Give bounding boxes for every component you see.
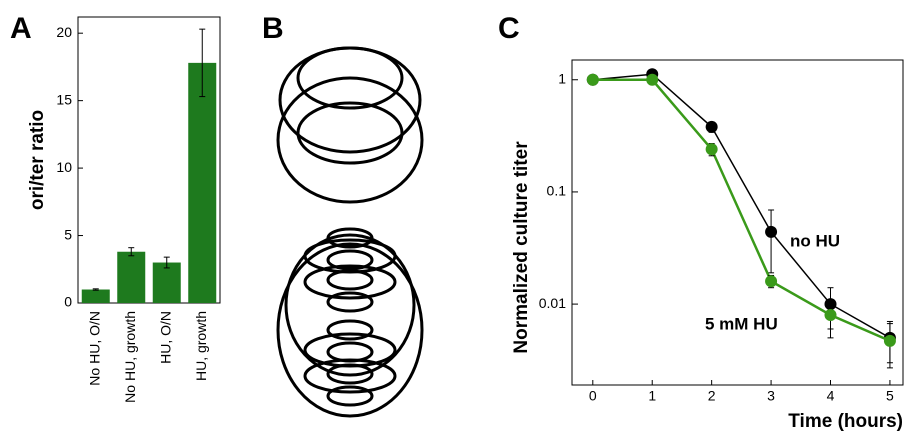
x-tick-label: No HU, O/N: [86, 311, 102, 386]
y-tick-label: 20: [56, 24, 72, 40]
chromosome: [328, 321, 372, 339]
y-tick-label: 0.01: [539, 295, 566, 311]
plot-frame: [572, 60, 903, 385]
chromosome: [328, 293, 372, 311]
x-tick-label: No HU, growth: [122, 311, 138, 403]
series-label: no HU: [790, 231, 840, 250]
y-tick-label: 15: [56, 91, 72, 107]
bar: [82, 290, 110, 303]
x-tick-label: 1: [648, 388, 656, 404]
y-tick-label: 5: [64, 226, 72, 242]
series-label: 5 mM HU: [705, 314, 778, 333]
series-line: [593, 74, 890, 338]
y-axis-label: ori/ter ratio: [27, 110, 48, 210]
bar: [153, 263, 181, 303]
data-point: [825, 309, 837, 321]
chromosome: [298, 103, 402, 163]
x-tick-label: HU, growth: [193, 311, 209, 381]
y-axis-label: Normalized culture titer: [511, 141, 532, 354]
panel-label: C: [498, 12, 520, 45]
figure: A B C 05101520ori/ter ratioNo HU, O/NNo …: [0, 0, 904, 436]
x-axis-label: Time (hours): [788, 411, 903, 432]
chromosome: [328, 271, 372, 289]
x-tick-label: 2: [708, 388, 716, 404]
x-tick-label: 4: [827, 388, 835, 404]
y-tick-label: 1: [558, 70, 566, 86]
chromosome: [328, 343, 372, 361]
diagram: [278, 48, 422, 416]
panel-label: A: [10, 12, 32, 45]
series-line: [593, 80, 890, 341]
y-tick-label: 10: [56, 159, 72, 175]
x-tick-label: 5: [886, 388, 894, 404]
data-point: [646, 74, 658, 86]
chromosome: [328, 387, 372, 405]
data-point: [706, 143, 718, 155]
bar: [188, 63, 216, 303]
data-point: [706, 121, 718, 133]
data-point: [587, 74, 599, 86]
y-tick-label: 0.1: [547, 183, 567, 199]
x-tick-label: HU, O/N: [157, 311, 173, 364]
panel-label: B: [262, 12, 284, 45]
x-tick-label: 3: [767, 388, 775, 404]
data-point: [884, 335, 896, 347]
bar: [117, 252, 145, 303]
data-point: [765, 226, 777, 238]
x-tick-label: 0: [589, 388, 597, 404]
y-tick-label: 0: [64, 294, 72, 310]
cell-outline: [280, 48, 420, 152]
data-point: [765, 275, 777, 287]
